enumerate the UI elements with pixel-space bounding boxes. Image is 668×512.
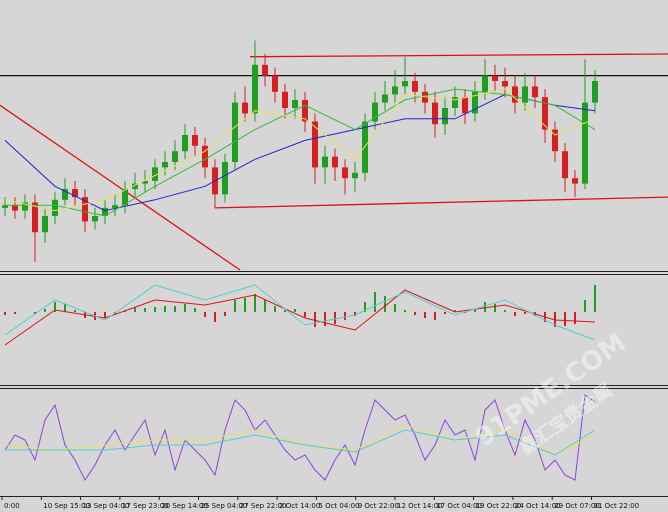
candle-body: [492, 75, 498, 81]
x-tick-label: 10 Sep 15:00: [43, 502, 90, 510]
candle-body: [42, 216, 48, 233]
candle-body: [282, 91, 288, 108]
candle-body: [552, 129, 558, 152]
level-line: [214, 196, 668, 209]
candle-body: [422, 91, 428, 103]
candle-body: [442, 108, 448, 125]
candle-body: [352, 172, 358, 179]
x-tick-label: 12 Oct 14:00: [397, 502, 443, 510]
candle-body: [412, 81, 418, 92]
candle-body: [332, 156, 338, 168]
candle-body: [232, 102, 238, 162]
candle-body: [452, 97, 458, 108]
macd-line: [4, 284, 596, 341]
candle-body: [242, 102, 248, 114]
x-tick-label: 20 Sep 14:00: [161, 502, 208, 510]
stoch-line: [5, 429, 596, 456]
x-tick-label: 13 Sep 04:00: [83, 502, 130, 510]
x-tick-label: 25 Sep 04:00: [201, 502, 248, 510]
macd-line: [4, 289, 596, 346]
candle-body: [532, 86, 538, 98]
level-line: [249, 53, 668, 58]
panel-borders: [0, 271, 668, 497]
candle-body: [522, 86, 528, 103]
candle-body: [312, 121, 318, 168]
x-tick-label: 0:00: [4, 502, 20, 510]
x-tick-label: 19 Oct 22:00: [476, 502, 522, 510]
level-line: [0, 104, 241, 271]
candle-body: [502, 81, 508, 87]
candle-body: [262, 64, 268, 76]
candle-body: [52, 199, 58, 216]
candle-body: [432, 102, 438, 125]
candle-body: [572, 178, 578, 184]
stoch-line: [4, 394, 596, 481]
candle-body: [292, 99, 298, 108]
candle-body: [582, 102, 588, 184]
x-tick-label: 17 Oct 04:00: [436, 502, 482, 510]
candle-body: [392, 86, 398, 95]
candle-body: [192, 135, 198, 146]
candle-body: [32, 202, 38, 233]
candle-body: [2, 205, 8, 208]
x-tick-label: 31 Oct 22:00: [594, 502, 640, 510]
x-tick-label: 27 Sep 22:00: [240, 502, 287, 510]
x-tick-label: 29 Oct 07:00: [554, 502, 600, 510]
candle-body: [62, 189, 68, 200]
candle-body: [202, 145, 208, 168]
candle-body: [512, 86, 518, 103]
candle-body: [112, 205, 118, 208]
candle-body: [342, 167, 348, 179]
candle-body: [72, 189, 78, 198]
candle-body: [142, 180, 148, 184]
candle-body: [372, 102, 378, 122]
candle-body: [172, 151, 178, 162]
candle-body: [132, 183, 138, 189]
candle-body: [182, 135, 188, 152]
candle-body: [562, 151, 568, 179]
candle-body: [162, 162, 168, 168]
x-tick-label: 9 Oct 22:00: [358, 502, 399, 510]
candle-body: [92, 216, 98, 222]
candle-body: [272, 75, 278, 92]
x-tick-label: 24 Oct 14:00: [515, 502, 561, 510]
candle-body: [302, 99, 308, 122]
moving-average: [5, 88, 596, 217]
x-tick-label: 17 Sep 23:00: [122, 502, 169, 510]
candle-body: [152, 167, 158, 181]
candle-body: [82, 197, 88, 222]
candle-body: [102, 207, 108, 216]
candle-body: [252, 64, 258, 114]
candle-body: [592, 81, 598, 103]
candle-body: [12, 205, 18, 211]
candle-body: [322, 156, 328, 168]
candle-body: [22, 202, 28, 211]
x-tick-label: 5 Oct 04:00: [318, 502, 359, 510]
moving-average: [4, 88, 596, 212]
candle-body: [222, 162, 228, 195]
candle-body: [402, 81, 408, 87]
candle-body: [472, 91, 478, 114]
candle-body: [122, 189, 128, 206]
candle-body: [382, 94, 388, 103]
candle-body: [462, 97, 468, 114]
candle-body: [542, 97, 548, 130]
x-tick-label: 2 Oct 14:00: [279, 502, 320, 510]
candle-body: [482, 75, 488, 92]
